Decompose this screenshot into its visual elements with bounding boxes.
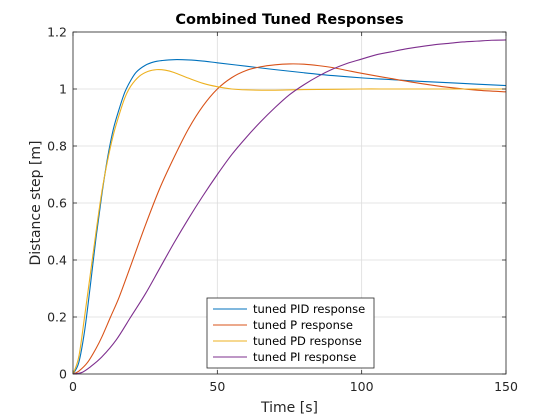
x-tick-label: 100	[350, 379, 374, 394]
legend-box	[206, 297, 375, 369]
series-line-tuned-pd-response	[72, 69, 506, 375]
legend-entry: tuned PD response	[253, 334, 362, 348]
y-axis-label: Distance step [m]	[28, 141, 44, 266]
y-tick-label: 1.2	[47, 25, 67, 40]
y-tick-label: 0.6	[47, 196, 67, 211]
series-line-tuned-pi-response	[72, 39, 507, 375]
legend: tuned PID response tuned P response tuned …	[206, 297, 375, 369]
x-tick-label: 50	[209, 379, 225, 394]
y-tick-label: 1	[59, 82, 67, 97]
ticks: 0 50 100 150 0 0.2 0.4 0.6 0.8 1 1.2	[47, 25, 518, 395]
y-tick-label: 0.8	[47, 139, 67, 154]
x-tick-label: 150	[494, 379, 518, 394]
y-tick-label: 0	[59, 367, 67, 382]
y-tick-label: 0.2	[47, 310, 67, 325]
x-axis-label: Time [s]	[260, 400, 318, 416]
x-tick-label: 0	[69, 379, 77, 394]
series-layer	[72, 39, 507, 375]
legend-entry: tuned PID response	[253, 302, 365, 316]
series-line-tuned-p-response	[72, 63, 507, 375]
chart-title: Combined Tuned Responses	[175, 12, 403, 28]
y-tick-label: 0.4	[47, 253, 67, 268]
legend-entry: tuned PI response	[253, 350, 356, 364]
legend-entry: tuned P response	[253, 318, 353, 332]
